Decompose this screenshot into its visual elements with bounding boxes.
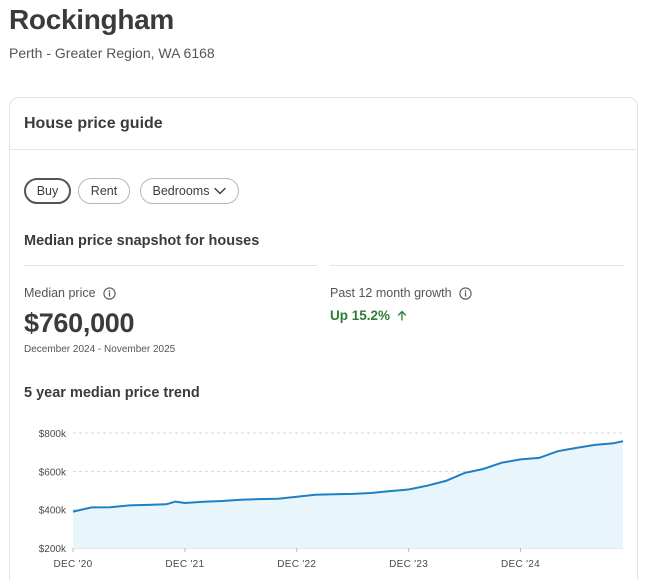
x-tick-label: DEC '20 <box>53 559 92 570</box>
y-tick-label: $400k <box>39 506 67 517</box>
y-tick-label: $800k <box>39 429 67 440</box>
trend-line <box>72 440 624 513</box>
snapshot-title: Median price snapshot for houses <box>24 233 260 249</box>
median-price-value: $760,000 <box>24 308 135 338</box>
buy-filter-label: Buy <box>36 184 59 198</box>
x-tick-label: DEC '23 <box>389 559 428 570</box>
chevron-down-icon <box>214 187 227 195</box>
card-header: House price guide <box>10 98 637 150</box>
page-title: Rockingham <box>9 4 175 35</box>
median-price-period: December 2024 - November 2025 <box>24 344 176 355</box>
y-tick-label: $600k <box>39 467 67 478</box>
card-title: House price guide <box>24 115 163 132</box>
trend-title: 5 year median price trend <box>24 385 200 401</box>
info-icon[interactable] <box>102 286 116 300</box>
x-tick-label: DEC '22 <box>277 559 316 570</box>
median-price-label-text: Median price <box>24 286 96 300</box>
x-tick-label: DEC '21 <box>165 559 204 570</box>
bedrooms-dropdown-label: Bedrooms <box>152 184 210 198</box>
arrow-up-icon <box>397 310 407 321</box>
growth-value: Up 15.2% <box>330 308 407 323</box>
growth-label-text: Past 12 month growth <box>330 286 452 300</box>
info-icon[interactable] <box>458 286 472 300</box>
x-tick-label: DEC '24 <box>501 559 540 570</box>
growth-label: Past 12 month growth <box>330 286 472 300</box>
rent-filter-button[interactable]: Rent <box>78 178 130 204</box>
bedrooms-dropdown[interactable]: Bedrooms <box>140 178 239 204</box>
median-price-label: Median price <box>24 286 116 300</box>
growth-value-text: Up 15.2% <box>330 308 391 323</box>
rent-filter-label: Rent <box>90 184 118 198</box>
divider <box>330 265 624 266</box>
divider <box>24 265 317 266</box>
y-tick-label: $200k <box>39 544 67 555</box>
page-subtitle: Perth - Greater Region, WA 6168 <box>9 45 215 61</box>
buy-filter-button[interactable]: Buy <box>24 178 71 204</box>
